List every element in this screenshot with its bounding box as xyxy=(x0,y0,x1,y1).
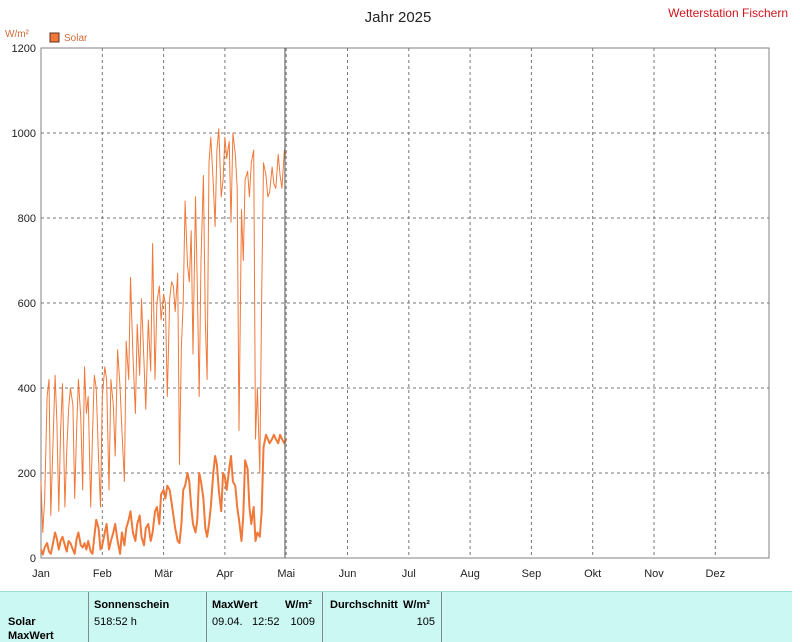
average-value: 105 xyxy=(416,616,435,628)
x-tick-label: Sep xyxy=(522,568,542,580)
summary-label-column: Solar MaxWert xyxy=(0,592,89,642)
sunshine-value: 518:52 h xyxy=(94,616,137,628)
max-unit: W/m² xyxy=(285,599,312,611)
x-tick-label: Mai xyxy=(277,568,295,580)
average-header: Durchschnitt xyxy=(330,599,398,611)
y-tick-label: 0 xyxy=(30,553,36,565)
max-time: 12:52 xyxy=(252,616,280,628)
legend-swatch-solar xyxy=(49,32,60,43)
summary-average-column: Durchschnitt W/m² 105 xyxy=(323,592,442,642)
summary-row-maxwert: MaxWert xyxy=(8,630,54,642)
x-tick-label: Jan xyxy=(32,568,50,580)
y-tick-label: 1200 xyxy=(12,43,36,55)
y-tick-label: 1000 xyxy=(12,128,36,140)
y-axis-ticks: 0 200 400 600 800 1000 1200 xyxy=(12,43,36,565)
x-tick-label: Nov xyxy=(644,568,664,580)
max-date: 09.04. xyxy=(212,616,243,628)
y-tick-label: 200 xyxy=(18,468,36,480)
series-line-solar-average xyxy=(40,433,288,556)
summary-bar: Solar MaxWert Sonnenschein 518:52 h MaxW… xyxy=(0,591,792,642)
y-tick-label: 600 xyxy=(18,298,36,310)
summary-row-solar: Solar xyxy=(8,616,36,628)
max-header: MaxWert xyxy=(212,599,258,611)
sunshine-header: Sonnenschein xyxy=(94,599,170,611)
station-name: Wetterstation Fischern xyxy=(668,6,788,20)
legend: Solar xyxy=(49,32,88,44)
y-tick-label: 400 xyxy=(18,383,36,395)
legend-label-solar: Solar xyxy=(64,33,88,44)
x-tick-label: Aug xyxy=(460,568,480,580)
x-tick-label: Apr xyxy=(216,568,233,580)
x-tick-label: Okt xyxy=(584,568,601,580)
x-tick-label: Feb xyxy=(93,568,112,580)
summary-sunshine-column: Sonnenschein 518:52 h xyxy=(89,592,207,642)
grid-lines xyxy=(41,48,769,558)
solar-chart: Jahr 2025 Wetterstation Fischern W/m² So… xyxy=(5,6,788,580)
x-axis-ticks: Jan Feb Mär Apr Mai Jun Jul Aug Sep Okt Nov Dez xyxy=(32,568,725,580)
max-value: 1009 xyxy=(290,616,315,628)
series-line-solar-max xyxy=(40,128,287,533)
x-tick-label: Dez xyxy=(706,568,726,580)
x-tick-label: Mär xyxy=(154,568,173,580)
summary-max-column: MaxWert W/m² 09.04. 12:52 1009 xyxy=(207,592,323,642)
x-tick-label: Jul xyxy=(402,568,416,580)
chart-title: Jahr 2025 xyxy=(365,9,432,26)
series-layer xyxy=(40,128,288,556)
y-axis-unit: W/m² xyxy=(5,29,30,40)
x-tick-label: Jun xyxy=(339,568,357,580)
y-tick-label: 800 xyxy=(18,213,36,225)
average-unit: W/m² xyxy=(403,599,430,611)
